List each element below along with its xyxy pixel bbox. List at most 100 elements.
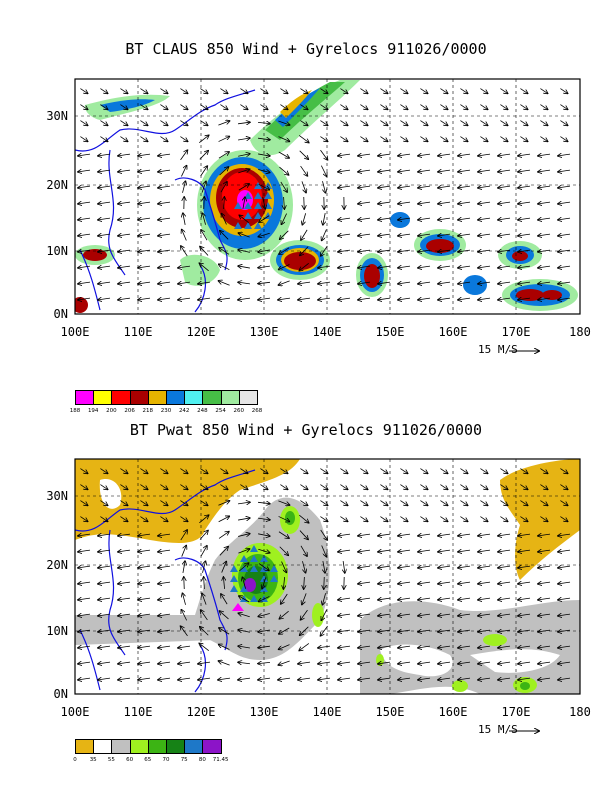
wind-vector bbox=[198, 282, 211, 284]
colorbar-swatch bbox=[93, 739, 113, 754]
wind-vector bbox=[518, 234, 531, 236]
wind-vector bbox=[138, 218, 151, 220]
wind-vector bbox=[380, 88, 387, 94]
wind-vector bbox=[458, 266, 471, 268]
wind-vector bbox=[518, 598, 531, 600]
wind-vector bbox=[160, 468, 167, 474]
wind-vector bbox=[262, 577, 267, 588]
wind-vector bbox=[520, 88, 527, 94]
wind-vector bbox=[258, 183, 270, 189]
wind-vector bbox=[440, 88, 447, 94]
wind-vector bbox=[378, 678, 391, 680]
wind-vector bbox=[398, 678, 411, 680]
wind-vector bbox=[358, 582, 371, 584]
x-tick-label: 140E bbox=[313, 325, 342, 339]
wind-vector bbox=[500, 104, 507, 110]
wind-vector bbox=[238, 122, 250, 124]
colorbar-swatch bbox=[129, 739, 149, 754]
wind-vector bbox=[243, 197, 245, 209]
wind-vector bbox=[200, 500, 207, 506]
wind-vector bbox=[239, 596, 250, 603]
y-tick-label: 0N bbox=[54, 307, 68, 321]
wind-vector bbox=[258, 138, 270, 140]
wind-vector bbox=[260, 484, 267, 490]
wind-vector bbox=[320, 88, 327, 94]
wind-vector bbox=[240, 104, 247, 110]
wind-vector bbox=[300, 545, 307, 556]
wind-vector bbox=[218, 281, 230, 286]
colorbar-swatch bbox=[202, 390, 222, 405]
wind-vector bbox=[560, 484, 567, 490]
wind-vector bbox=[320, 529, 328, 540]
colorbar-label: 35 bbox=[89, 757, 97, 763]
wind-vector bbox=[438, 266, 451, 268]
wind-vector bbox=[438, 662, 451, 664]
panel-1-map bbox=[74, 78, 581, 315]
wind-vector bbox=[202, 593, 207, 605]
wind-vector bbox=[318, 282, 331, 284]
wind-vector bbox=[360, 88, 367, 94]
wind-vector bbox=[238, 154, 250, 157]
wind-vector bbox=[158, 186, 171, 188]
colorbar-label: 248 bbox=[197, 408, 208, 414]
wind-vector bbox=[181, 545, 187, 557]
wind-vector bbox=[520, 120, 527, 126]
wind-vector bbox=[98, 202, 111, 204]
wind-vector bbox=[263, 197, 266, 209]
wind-vector bbox=[538, 266, 551, 268]
wind-vector bbox=[338, 678, 351, 680]
wind-vector bbox=[460, 120, 467, 126]
wind-vector bbox=[318, 646, 331, 648]
wind-vector bbox=[338, 218, 351, 220]
wind-vector bbox=[260, 468, 267, 474]
wind-vector bbox=[298, 662, 311, 664]
y-tick-label: 30N bbox=[46, 109, 68, 123]
wind-vector bbox=[304, 576, 305, 589]
x-tick-label: 180 bbox=[569, 705, 591, 719]
wind-vector bbox=[257, 502, 270, 503]
wind-vector bbox=[378, 630, 391, 632]
wind-vector bbox=[418, 282, 431, 284]
wind-vector bbox=[98, 630, 111, 632]
wind-vector bbox=[98, 170, 111, 172]
x-tick-label: 100E bbox=[61, 325, 90, 339]
wind-vector bbox=[140, 500, 147, 506]
wind-vector bbox=[221, 561, 227, 573]
wind-vector bbox=[200, 120, 207, 126]
wind-vector bbox=[438, 170, 451, 172]
wind-vector bbox=[219, 628, 230, 635]
wind-vector bbox=[480, 500, 487, 506]
wind-vector bbox=[438, 678, 451, 680]
wind-vector bbox=[240, 484, 247, 490]
wind-vector bbox=[418, 598, 431, 600]
colorbar-swatch bbox=[220, 390, 240, 405]
wind-vector bbox=[400, 120, 407, 126]
panel-2-title: BT Pwat 850 Wind + Gyrelocs 911026/0000 bbox=[129, 421, 483, 439]
wind-vector bbox=[218, 121, 229, 126]
wind-vector bbox=[398, 186, 411, 188]
wind-vector bbox=[259, 596, 270, 601]
wind-vector bbox=[199, 531, 208, 540]
wind-vector bbox=[78, 630, 91, 632]
wind-vector bbox=[220, 88, 227, 94]
wind-vector bbox=[278, 644, 290, 650]
wind-vector bbox=[458, 614, 471, 616]
wind-vector bbox=[78, 662, 91, 664]
wind-vector bbox=[498, 534, 511, 536]
wind-vector bbox=[558, 678, 571, 680]
wind-vector bbox=[182, 593, 186, 605]
wind-vector bbox=[78, 282, 91, 284]
wind-vector bbox=[98, 218, 111, 220]
wind-vector bbox=[538, 186, 551, 188]
wind-vector bbox=[380, 104, 387, 110]
wind-vector bbox=[498, 630, 511, 632]
wind-vector bbox=[358, 534, 371, 536]
wind-vector bbox=[378, 582, 391, 584]
wind-vector bbox=[201, 181, 206, 193]
wind-vector bbox=[78, 186, 91, 188]
wind-vector bbox=[224, 197, 225, 210]
wind-vector bbox=[518, 582, 531, 584]
wind-vector bbox=[200, 468, 207, 474]
wind-vector bbox=[118, 662, 131, 664]
wind-vector bbox=[460, 136, 467, 142]
